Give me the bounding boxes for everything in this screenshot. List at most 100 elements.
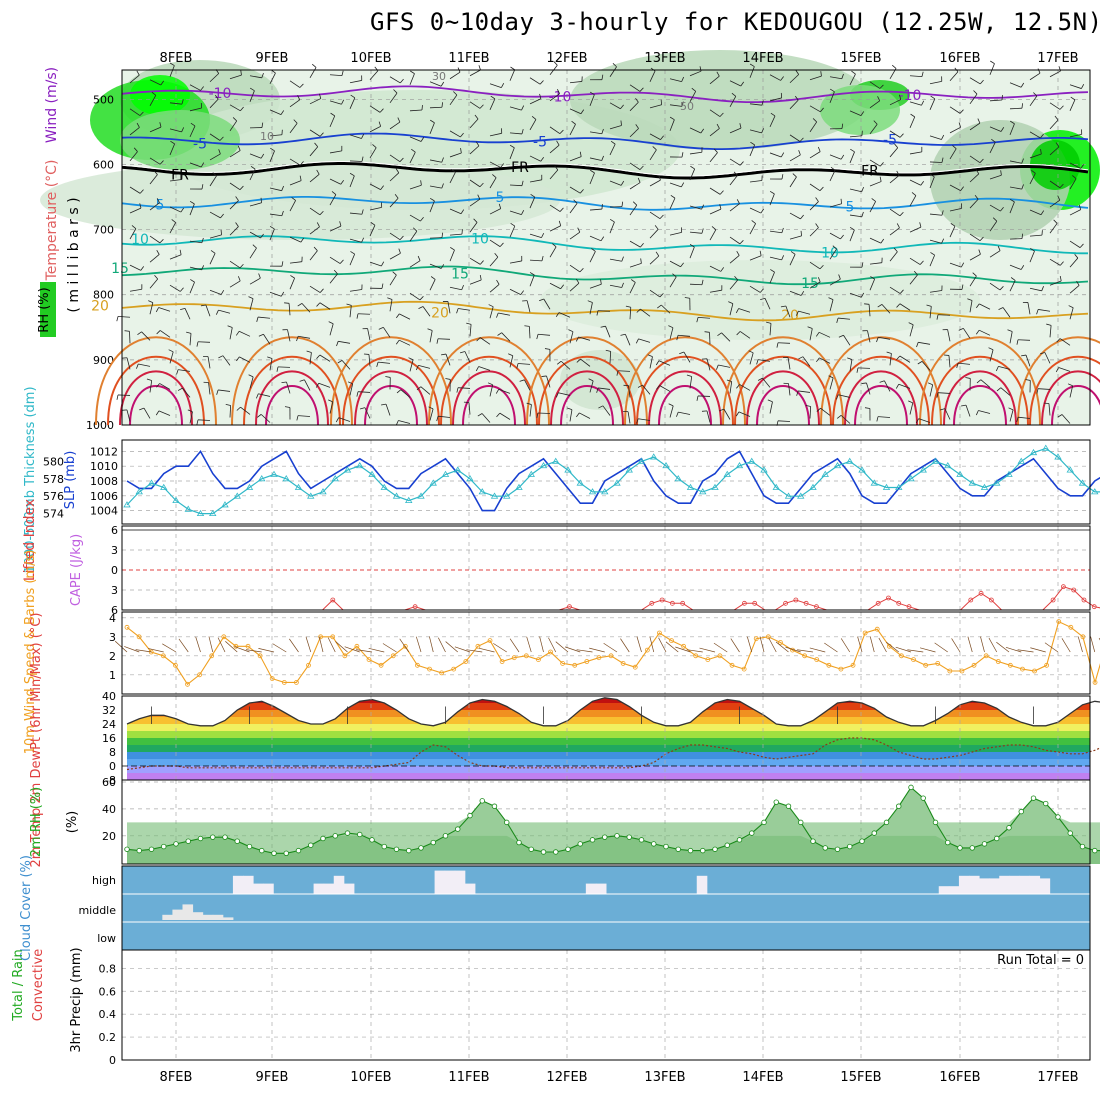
wind-barb (437, 637, 446, 653)
wind-barb (422, 306, 431, 317)
wind-barb (861, 382, 867, 384)
wind-barb (668, 403, 674, 407)
rh-marker (761, 819, 767, 826)
wind-barb (937, 392, 951, 394)
wind-barb (218, 389, 231, 392)
wind-barb (669, 231, 682, 236)
wind-barb (729, 236, 741, 245)
wind-barb (449, 233, 462, 236)
thickness-marker (184, 505, 192, 512)
date-tick-bottom: 8FEB (160, 1070, 193, 1085)
wind-barb (341, 70, 344, 76)
rh-axis-label: RH (%) (37, 287, 52, 332)
thickness-marker (588, 488, 597, 495)
wind-barb (816, 357, 820, 363)
wind-barb (419, 296, 424, 301)
date-tick-bottom: 15FEB (840, 1070, 881, 1085)
wind-barb (1059, 338, 1071, 346)
rh-marker (357, 831, 363, 838)
isotherm-line (121, 265, 1089, 286)
li-marker (669, 600, 675, 606)
li-marker (814, 604, 819, 610)
wind-barb (669, 260, 681, 268)
cape-axis-label: CAPE (J/kg) (69, 534, 84, 606)
wind-barb (159, 330, 171, 338)
wind-barb (509, 260, 522, 264)
wind-barb (1059, 275, 1062, 282)
wind-barb (930, 252, 935, 256)
wind-barb (1009, 107, 1023, 110)
wind-marker (657, 630, 662, 636)
rh-marker (896, 803, 902, 809)
wind-barb (316, 169, 320, 175)
wind-barb (489, 83, 502, 88)
wind-barb (149, 235, 161, 244)
rh-marker (626, 834, 632, 840)
rh-marker (504, 819, 510, 826)
wind-barb (299, 161, 304, 166)
wind-barb (569, 282, 580, 292)
wind-barb (349, 80, 362, 84)
wind-barb (529, 272, 535, 276)
wind-barb (327, 637, 336, 653)
wind-barb (758, 359, 771, 362)
wind-barb (478, 65, 481, 71)
wind-barb (417, 255, 421, 261)
wind-barb (961, 404, 967, 407)
rh-contour-label: 10 (260, 130, 274, 143)
wind-barb (220, 289, 225, 295)
wind-barb (649, 211, 661, 219)
wind-barb (669, 104, 682, 107)
wind-barb (149, 380, 153, 393)
wind-barb (889, 99, 901, 106)
wind-barb (709, 75, 720, 85)
cloud-high (232, 875, 244, 894)
wind-barb (370, 222, 376, 226)
wind-barb (171, 219, 176, 223)
wind-barb (723, 408, 731, 420)
wind-barb (489, 98, 496, 110)
wind-barb (369, 206, 382, 211)
thickness-marker (147, 479, 156, 486)
wind-barb (1017, 649, 1034, 653)
wind-barb (878, 336, 891, 340)
isotherm-arc (1041, 370, 1100, 426)
wind-barb (319, 210, 324, 216)
wind-barb (289, 123, 298, 134)
wind-barb (655, 360, 660, 366)
wind-barb (309, 67, 317, 78)
wind-barb (713, 642, 728, 653)
wind-barb (387, 297, 393, 300)
wind-barb (437, 338, 451, 340)
wind-barb (840, 154, 845, 160)
wind-barb (769, 115, 776, 128)
wind-barb (297, 95, 301, 100)
date-tick-top: 14FEB (742, 51, 783, 66)
wind-barb (625, 305, 631, 308)
wind-barb (138, 363, 151, 367)
wind-barb (208, 636, 214, 653)
wind-barb (1033, 92, 1038, 97)
wind-barb (489, 284, 500, 293)
wind-barb (809, 281, 821, 289)
wind-barb (210, 250, 216, 254)
wind-barb (189, 240, 202, 244)
wind-barb (479, 274, 482, 281)
wind-barb (249, 231, 261, 239)
wind-barb (975, 329, 980, 335)
wind-barb (369, 225, 376, 237)
thickness-marker (895, 483, 903, 490)
wind-barb (549, 93, 560, 102)
wind-marker (911, 657, 916, 662)
date-tick-bottom: 10FEB (350, 1070, 391, 1085)
wind-barb (493, 643, 507, 653)
wind-barb (526, 636, 532, 653)
cloud-background (122, 866, 1090, 950)
rh-marker (957, 845, 963, 851)
wind-barb (186, 331, 192, 334)
isotherm-arc (255, 370, 329, 426)
rh-marker (981, 841, 988, 847)
li-marker (968, 597, 974, 603)
thickness-marker (576, 479, 584, 486)
wind-barb (176, 369, 179, 375)
